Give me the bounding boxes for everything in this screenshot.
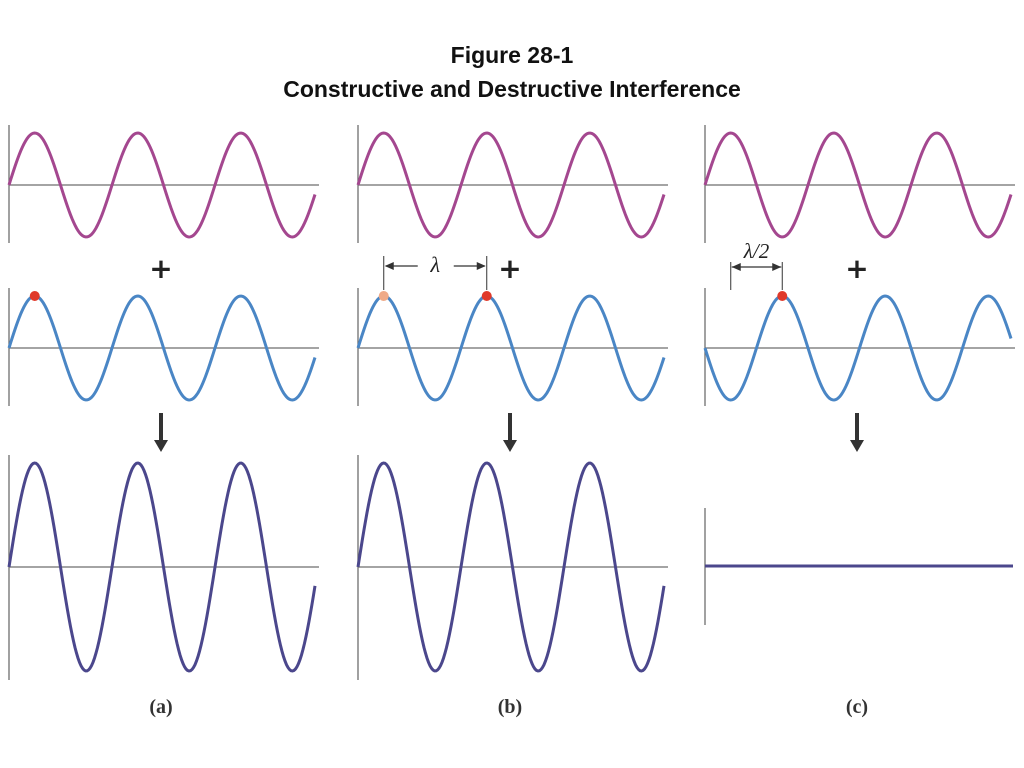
dimension-arrowhead [772, 263, 782, 271]
figure-title: Figure 28-1 [450, 42, 574, 68]
top-sine-wave [356, 131, 666, 239]
down-arrow [503, 413, 517, 452]
plus-sign: + [845, 252, 868, 285]
dimension-arrowhead [384, 262, 394, 270]
dimension-arrowhead [731, 263, 741, 271]
middle-sine-wave [356, 294, 666, 402]
wavelength-label: λ [429, 252, 440, 277]
dimension-arrowhead [476, 262, 486, 270]
plus-sign: + [149, 252, 172, 285]
middle-sine-wave [703, 294, 1013, 402]
top-sine-wave [703, 131, 1013, 239]
panel-b: + (b) λ [356, 125, 668, 718]
panel-a: + (a) [7, 125, 319, 718]
figure-subtitle: Constructive and Destructive Interferenc… [283, 76, 741, 102]
result-sine-wave [7, 461, 317, 673]
middle-sine-wave [7, 294, 317, 402]
panel-label: (b) [498, 696, 522, 718]
crest-marker [29, 291, 40, 301]
panel-label: (a) [149, 696, 172, 718]
crest-marker [777, 291, 788, 301]
panel-label: (c) [846, 696, 868, 718]
panel-c: + (c) λ/2 [703, 125, 1015, 718]
crest-marker [481, 291, 492, 301]
reference-crest-marker [378, 291, 389, 301]
down-arrow [850, 413, 864, 452]
down-arrow [154, 413, 168, 452]
top-sine-wave [7, 131, 317, 239]
plus-sign: + [498, 252, 521, 285]
result-sine-wave [356, 461, 666, 673]
half-wavelength-label: λ/2 [743, 239, 770, 263]
